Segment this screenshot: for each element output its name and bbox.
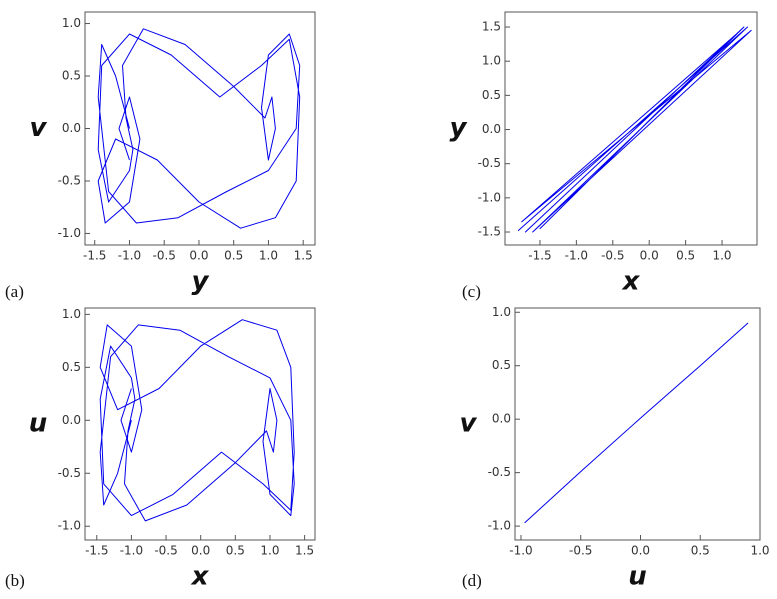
y-tick-label: 1.0 xyxy=(482,54,501,68)
x-tick-label: -0.5 xyxy=(154,544,177,558)
x-tick-label: 1.0 xyxy=(260,544,279,558)
plot-frame xyxy=(84,307,316,541)
x-tick-label: 0.0 xyxy=(191,544,210,558)
y-tick-label: -0.5 xyxy=(488,465,511,479)
y-tick-label: -1.0 xyxy=(58,226,81,240)
x-tick-label: -0.5 xyxy=(569,544,592,558)
y-tick-label: -1.0 xyxy=(478,190,501,204)
x-tick-label: 0.5 xyxy=(676,249,695,263)
plot-frame xyxy=(514,307,761,541)
y-tick-label: 0.5 xyxy=(492,358,511,372)
x-tick-label: 1.5 xyxy=(295,544,314,558)
panel-label: (b) xyxy=(5,571,25,590)
y-tick-label: 0.5 xyxy=(482,88,501,102)
y-tick-label: 0.0 xyxy=(62,121,81,135)
x-tick-label: -1.0 xyxy=(118,249,141,263)
panel-label: (a) xyxy=(5,282,24,301)
y-axis-label: u xyxy=(29,409,48,439)
trajectory xyxy=(524,322,749,524)
x-tick-label: 0.5 xyxy=(226,544,245,558)
x-tick-label: 0.5 xyxy=(691,544,710,558)
x-tick-label: 1.0 xyxy=(750,544,769,558)
y-tick-label: 1.5 xyxy=(482,20,501,34)
trajectory xyxy=(97,28,301,229)
x-tick-label: 0.0 xyxy=(640,249,659,263)
x-axis-label: x xyxy=(621,267,641,297)
trajectory xyxy=(517,26,752,233)
x-axis-label: u xyxy=(628,562,647,592)
y-tick-label: -0.5 xyxy=(58,466,81,480)
x-tick-label: -1.0 xyxy=(565,249,588,263)
x-tick-label: -1.0 xyxy=(509,544,532,558)
y-tick-label: -0.5 xyxy=(58,173,81,187)
x-tick-label: 1.5 xyxy=(294,249,313,263)
y-tick-label: -0.5 xyxy=(478,156,501,170)
y-axis-label: v xyxy=(460,409,478,439)
x-tick-label: 0.5 xyxy=(224,249,243,263)
y-tick-label: 0.5 xyxy=(62,69,81,83)
panel-label: (c) xyxy=(462,282,481,301)
x-tick-label: 1.0 xyxy=(259,249,278,263)
y-tick-label: -1.0 xyxy=(58,519,81,533)
x-axis-label: x xyxy=(190,562,210,592)
y-tick-label: 0.0 xyxy=(482,122,501,136)
x-tick-label: -0.5 xyxy=(153,249,176,263)
y-tick-label: 1.0 xyxy=(492,305,511,319)
y-axis-label: v xyxy=(30,113,48,143)
x-tick-label: -1.5 xyxy=(83,249,106,263)
x-tick-label: 1.0 xyxy=(712,249,731,263)
y-tick-label: 1.0 xyxy=(62,307,81,321)
y-axis-label: y xyxy=(450,113,468,143)
y-tick-label: 0.5 xyxy=(62,360,81,374)
y-tick-label: -1.0 xyxy=(488,519,511,533)
x-tick-label: -0.5 xyxy=(601,249,624,263)
y-tick-label: 0.0 xyxy=(62,413,81,427)
x-tick-label: -1.5 xyxy=(528,249,551,263)
x-tick-label: 0.0 xyxy=(631,544,650,558)
x-tick-label: 0.0 xyxy=(189,249,208,263)
y-tick-label: -1.5 xyxy=(478,225,501,239)
plot-frame xyxy=(504,11,758,246)
panel-label: (d) xyxy=(462,571,482,590)
x-tick-label: -1.5 xyxy=(85,544,108,558)
y-tick-label: 1.0 xyxy=(62,16,81,30)
trajectory xyxy=(99,319,295,522)
x-axis-label: y xyxy=(192,267,210,297)
y-tick-label: 0.0 xyxy=(492,412,511,426)
x-tick-label: -1.0 xyxy=(120,544,143,558)
